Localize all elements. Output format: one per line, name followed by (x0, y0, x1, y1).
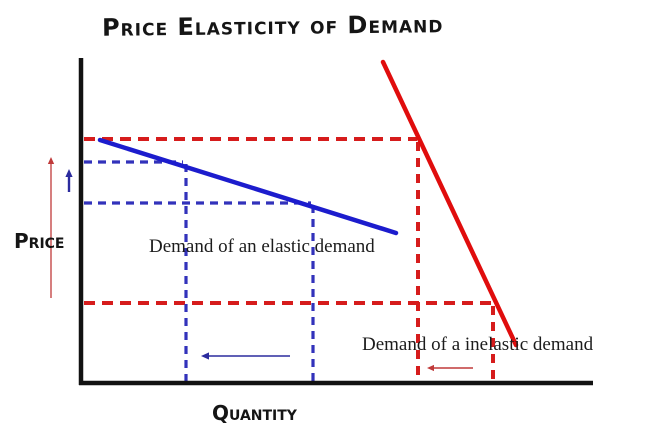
x-axis-label: Quantity (212, 401, 297, 425)
chart-title: Price Elasticity of Demand (101, 10, 444, 42)
elastic-demand-line (97, 137, 399, 236)
inelastic-demand-line (380, 59, 519, 348)
y-axis-label: Price (14, 229, 65, 253)
quantity-fall-arrow-blue-head (201, 352, 209, 360)
price-rise-arrow-blue-head (65, 169, 73, 177)
price-rise-arrow-red-head (47, 157, 55, 164)
inelastic-demand-label: Demand of a inelastic demand (362, 334, 594, 355)
quantity-fall-arrow-red-head (427, 364, 434, 372)
elastic-demand-label: Demand of an elastic demand (149, 236, 375, 257)
